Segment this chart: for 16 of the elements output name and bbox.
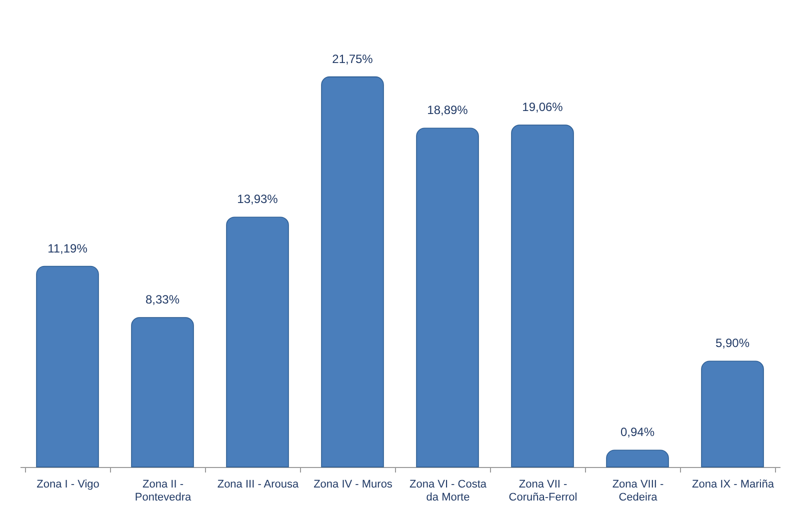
x-tick-label: Zona I - Vigo — [36, 478, 100, 490]
x-tick-label: Zona VIII - Cedeira — [612, 478, 664, 504]
data-label: 13,93% — [237, 192, 278, 206]
x-tick-label: Zona IX - Mariña — [692, 478, 775, 490]
data-label: 11,19% — [48, 241, 88, 256]
x-tick-label: Zona VII - Coruña-Ferrol — [508, 478, 578, 504]
x-tick-label: Zona II - Pontevedra — [134, 478, 192, 504]
x-tick-label: Zona III - Arousa — [217, 478, 300, 490]
x-tick-label: Zona VI - Costa da Morte — [409, 478, 488, 504]
x-tick-label: Zona IV - Muros — [314, 478, 393, 490]
data-label: 19,06% — [522, 100, 564, 114]
data-label: 8,33% — [145, 292, 180, 307]
data-label: 18,89% — [427, 103, 468, 118]
data-label: 0,94% — [620, 425, 655, 440]
data-label: 5,90% — [715, 336, 750, 350]
data-label: 21,75% — [332, 52, 374, 66]
